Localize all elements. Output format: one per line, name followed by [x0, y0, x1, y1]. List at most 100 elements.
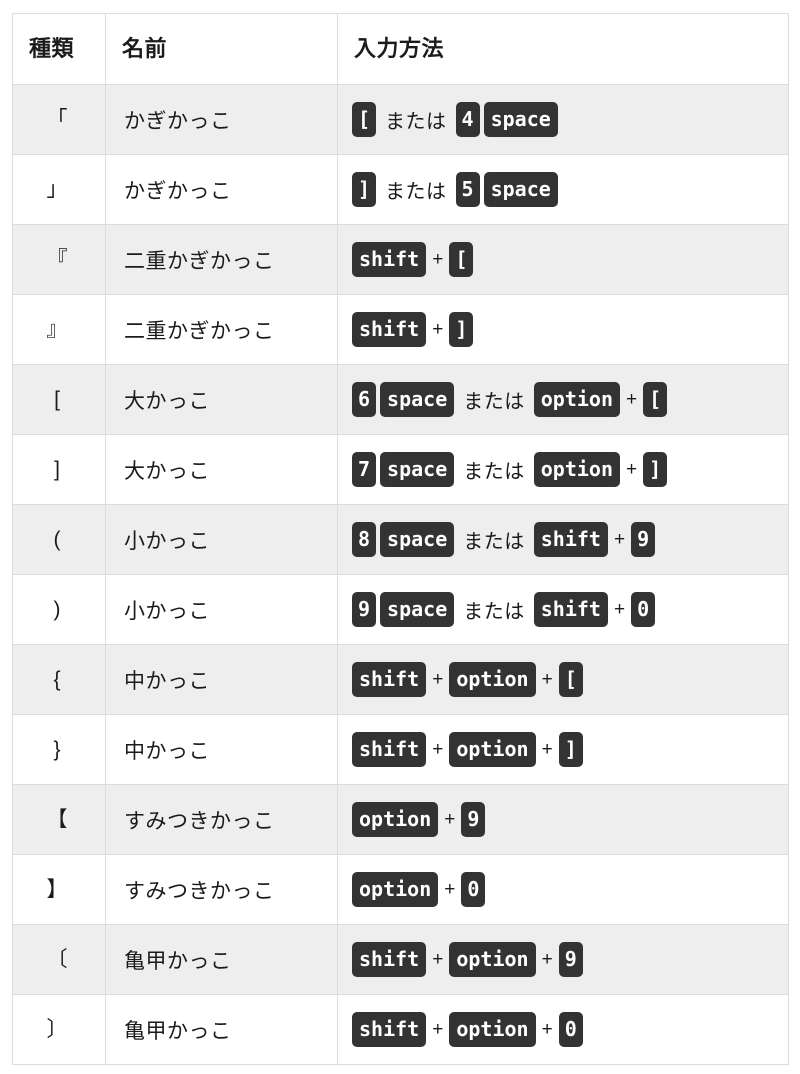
key-badge-shift: shift — [352, 1012, 427, 1047]
key-badge-space: space — [380, 522, 455, 557]
bracket-glyph: 『 — [46, 248, 68, 271]
bracket-name-cell: 小かっこ — [105, 504, 338, 575]
bracket-input-table: 種類 名前 入力方法 「かぎかっこ[または 4 space」かぎかっこ] または 5 sp… — [12, 13, 789, 1065]
key-badge-shift: shift — [533, 592, 608, 627]
key-badge-: [ — [352, 102, 377, 137]
table-row: 【 すみつきかっこ option +9 — [12, 784, 789, 855]
input-method-sequence: 8 space または shift +9 — [338, 522, 788, 557]
key-badge-shift: shift — [352, 732, 427, 767]
key-badge-9: 9 — [631, 522, 656, 557]
table-row: 『 二重かぎかっこ shift +[ — [12, 224, 789, 295]
bracket-glyph: ) — [53, 598, 61, 621]
bracket-input-table-container: 種類 名前 入力方法 「かぎかっこ[または 4 space」かぎかっこ] または 5 sp… — [12, 13, 789, 1065]
input-method-cell: shift + option +0 — [337, 994, 789, 1065]
key-badge-: [ — [643, 382, 668, 417]
bracket-name-cell: 二重かぎかっこ — [105, 294, 338, 365]
key-badge-space: space — [380, 382, 455, 417]
key-badge-option: option — [533, 452, 621, 487]
plus-separator: + — [444, 878, 456, 900]
bracket-name-label: かぎかっこ — [124, 109, 232, 133]
plus-separator: + — [444, 808, 456, 830]
or-separator: または — [463, 391, 525, 413]
bracket-glyph: 「 — [46, 108, 68, 131]
bracket-glyph: 〕 — [46, 1018, 68, 1041]
plus-separator: + — [432, 248, 444, 270]
bracket-name-label: 中かっこ — [124, 739, 210, 763]
bracket-type-cell: 】 — [12, 854, 106, 925]
table-row: 」 かぎかっこ] または 5 space — [12, 154, 789, 225]
plus-separator: + — [541, 948, 553, 970]
bracket-name-label: 大かっこ — [124, 459, 210, 483]
input-method-sequence: option +9 — [338, 802, 788, 837]
table-row: 』 二重かぎかっこ shift +] — [12, 294, 789, 365]
bracket-type-cell: ) — [12, 574, 106, 645]
key-badge-option: option — [449, 732, 536, 767]
plus-separator: + — [432, 668, 444, 690]
bracket-type-cell: 〔 — [12, 924, 106, 995]
key-badge-9: 9 — [461, 802, 486, 837]
bracket-glyph: } — [53, 738, 61, 761]
key-badge-8: 8 — [352, 522, 377, 557]
plus-separator: + — [613, 598, 626, 620]
bracket-glyph: 〔 — [46, 948, 68, 971]
table-row: 「 かぎかっこ [または 4 space — [12, 84, 789, 155]
bracket-name-label: かぎかっこ — [124, 179, 232, 203]
bracket-name-label: 小かっこ — [124, 529, 210, 553]
input-method-sequence: [または 4 space — [338, 102, 788, 137]
input-method-cell: shift +] — [337, 294, 789, 365]
bracket-type-cell: ( — [12, 504, 106, 575]
bracket-name-cell: すみつきかっこ — [105, 784, 338, 855]
input-method-cell: shift + option +9 — [337, 924, 789, 995]
bracket-glyph: 】 — [46, 878, 68, 901]
plus-separator: + — [432, 1018, 444, 1040]
bracket-glyph: [ — [54, 388, 60, 411]
input-method-cell: option +0 — [337, 854, 789, 925]
bracket-name-cell: 亀甲かっこ — [105, 924, 338, 995]
bracket-glyph: ] — [54, 458, 60, 481]
plus-separator: + — [541, 668, 553, 690]
or-separator: または — [463, 531, 525, 553]
bracket-type-cell: { — [12, 644, 106, 715]
bracket-name-cell: 大かっこ — [105, 364, 338, 435]
input-method-cell: 8 space または shift +9 — [337, 504, 789, 575]
input-method-cell: shift +[ — [337, 224, 789, 295]
bracket-name-label: 二重かぎかっこ — [124, 319, 275, 343]
table-row: ) 小かっこ 9 space または shift +0 — [12, 574, 789, 645]
input-method-cell: 7 space または option +] — [337, 434, 789, 505]
input-method-cell: shift + option +] — [337, 714, 789, 785]
key-badge-9: 9 — [558, 942, 583, 977]
key-badge-space: space — [483, 102, 558, 137]
key-badge-option: option — [449, 662, 536, 697]
input-method-sequence: 9 space または shift +0 — [338, 592, 788, 627]
plus-separator: + — [541, 1018, 553, 1040]
bracket-type-cell: [ — [12, 364, 106, 435]
key-badge-9: 9 — [352, 592, 377, 627]
key-badge-5: 5 — [455, 172, 480, 207]
bracket-name-label: 大かっこ — [124, 389, 210, 413]
table-row: 〕亀甲かっこ shift + option +0 — [12, 994, 789, 1065]
table-header-row: 種類 名前 入力方法 — [12, 13, 789, 85]
column-header-type-label: 種類 — [29, 36, 75, 61]
key-badge-: ] — [449, 312, 474, 347]
table-row: [大かっこ 6 space または option +[ — [12, 364, 789, 435]
input-method-sequence: ] または 5 space — [338, 172, 788, 207]
bracket-name-cell: 大かっこ — [105, 434, 338, 505]
plus-separator: + — [626, 458, 638, 480]
input-method-sequence: 7 space または option +] — [338, 452, 788, 487]
input-method-sequence: shift + option +0 — [338, 1012, 788, 1047]
table-row: } 中かっこ shift + option +] — [12, 714, 789, 785]
bracket-name-label: すみつきかっこ — [124, 809, 275, 833]
key-badge-4: 4 — [455, 102, 480, 137]
plus-separator: + — [626, 388, 638, 410]
bracket-name-cell: かぎかっこ — [105, 84, 338, 155]
key-badge-space: space — [380, 452, 455, 487]
input-method-cell: ] または 5 space — [337, 154, 789, 225]
input-method-cell: 9 space または shift +0 — [337, 574, 789, 645]
key-badge-shift: shift — [352, 942, 427, 977]
key-badge-option: option — [533, 382, 621, 417]
plus-separator: + — [432, 948, 444, 970]
column-header-input-label: 入力方法 — [354, 36, 445, 61]
key-badge-option: option — [449, 942, 536, 977]
table-row: 】 すみつきかっこ option +0 — [12, 854, 789, 925]
bracket-name-cell: 中かっこ — [105, 714, 338, 785]
